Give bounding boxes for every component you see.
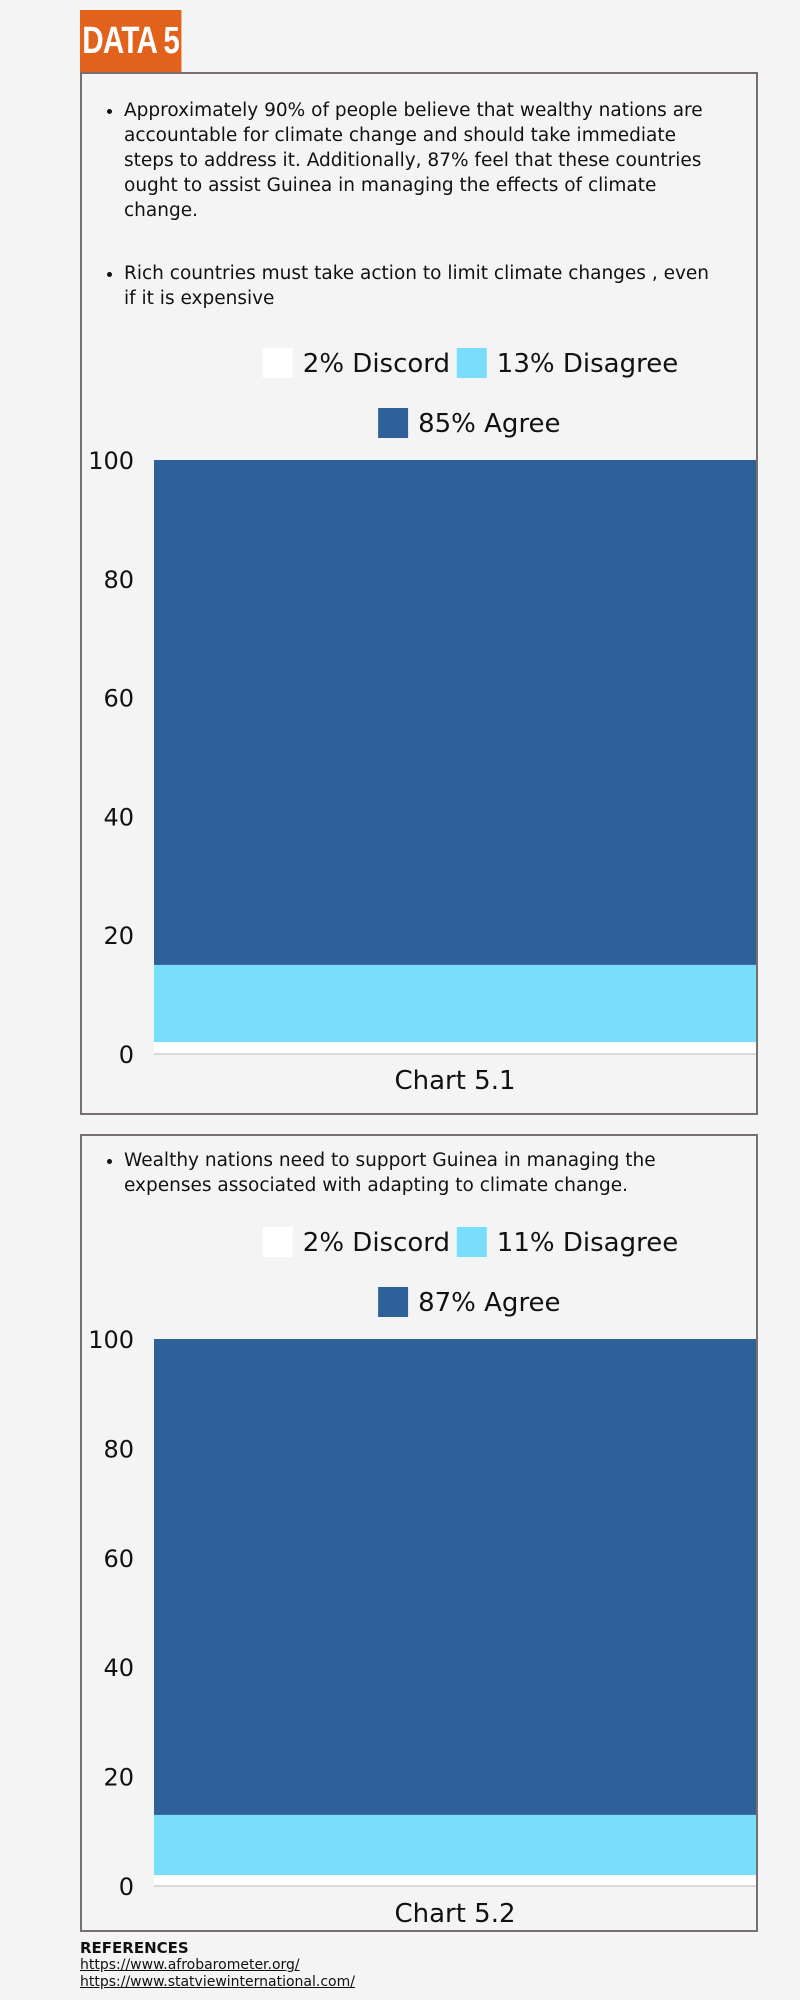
legend-label: 11% Disagree bbox=[497, 1228, 678, 1258]
bar-segment bbox=[154, 1875, 756, 1886]
bullet-item: Approximately 90% of people believe that… bbox=[124, 98, 756, 223]
y-tick-label: 100 bbox=[88, 1326, 134, 1354]
legend-swatch bbox=[262, 1227, 293, 1257]
legend-label: 13% Disagree bbox=[497, 349, 678, 379]
legend-swatch bbox=[456, 348, 487, 378]
y-tick-label: 0 bbox=[119, 1873, 134, 1901]
legend-swatch bbox=[378, 1287, 409, 1317]
y-tick-label: 0 bbox=[119, 1041, 134, 1069]
x-category-label: Chart 5.1 bbox=[394, 1066, 515, 1096]
y-tick-label: 60 bbox=[103, 1545, 134, 1573]
legend-swatch bbox=[456, 1227, 487, 1257]
stacked-bar-chart-5-1: 2% Discord 13% Disagree 85% Agree 0 20 40 60 80… bbox=[88, 348, 756, 1096]
y-tick-label: 60 bbox=[103, 685, 134, 713]
stacked-bar-chart-5-2: 2% Discord 11% Disagree 87% Agree 0 20 40 60 80… bbox=[88, 1227, 756, 1929]
section-title-badge: DATA 5 bbox=[80, 10, 182, 72]
y-tick-label: 40 bbox=[103, 1654, 134, 1682]
data-panel-1: Approximately 90% of people believe that… bbox=[80, 72, 758, 1115]
bar-segment bbox=[154, 460, 756, 965]
y-tick-label: 40 bbox=[103, 803, 134, 831]
bar-segment bbox=[154, 1814, 756, 1876]
legend-swatch bbox=[262, 348, 293, 378]
y-tick-label: 100 bbox=[88, 447, 134, 475]
y-tick-label: 80 bbox=[103, 566, 134, 594]
references: REFERENCES https://www.afrobarometer.org… bbox=[80, 1940, 355, 1991]
y-tick-label: 20 bbox=[103, 922, 134, 950]
bullet-item: Wealthy nations need to support Guinea i… bbox=[124, 1148, 756, 1198]
bullet-list-2: Wealthy nations need to support Guinea i… bbox=[82, 1148, 756, 1198]
reference-link[interactable]: https://www.statviewinternational.com/ bbox=[80, 1974, 355, 1990]
legend-label: 87% Agree bbox=[418, 1288, 560, 1318]
bar-segment bbox=[154, 964, 756, 1043]
y-tick-label: 80 bbox=[103, 1435, 134, 1463]
bullet-list-1: Approximately 90% of people believe that… bbox=[82, 98, 756, 311]
references-title: REFERENCES bbox=[80, 1939, 189, 1957]
bullet-item: Rich countries must take action to limit… bbox=[124, 261, 756, 311]
legend-swatch bbox=[378, 408, 409, 438]
x-category-label: Chart 5.2 bbox=[394, 1899, 515, 1929]
legend-label: 2% Discord bbox=[303, 349, 450, 379]
y-tick-label: 20 bbox=[103, 1764, 134, 1792]
legend-label: 2% Discord bbox=[303, 1228, 450, 1258]
bar-segment bbox=[154, 1339, 756, 1815]
legend-label: 85% Agree bbox=[418, 409, 560, 439]
bar-segment bbox=[154, 1042, 756, 1054]
reference-link[interactable]: https://www.afrobarometer.org/ bbox=[80, 1957, 300, 1973]
data-panel-2: Wealthy nations need to support Guinea i… bbox=[80, 1134, 758, 1932]
section-title: DATA 5 bbox=[82, 19, 180, 62]
